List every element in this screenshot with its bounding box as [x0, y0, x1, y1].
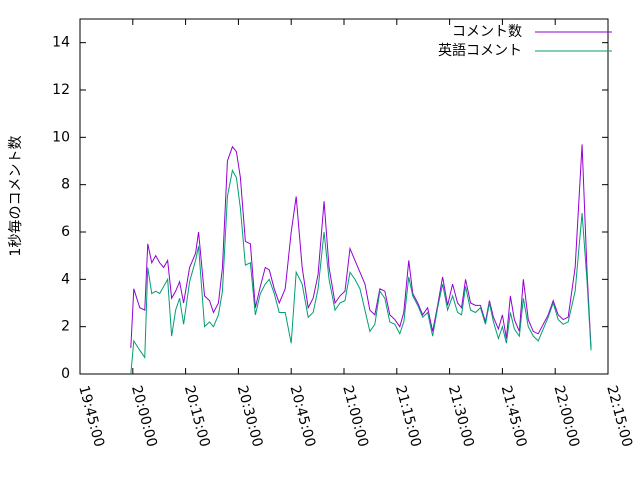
x-tick-label: 20:30:00 [234, 384, 266, 449]
x-tick-label: 19:45:00 [75, 384, 107, 449]
y-tick-label: 14 [52, 35, 70, 51]
x-tick-label: 21:15:00 [392, 384, 424, 449]
series-line [130, 144, 592, 348]
y-tick-label: 10 [52, 129, 70, 145]
y-tick-label: 8 [61, 177, 70, 193]
x-tick-label: 21:00:00 [339, 384, 371, 449]
y-tick-label: 12 [52, 82, 70, 98]
x-tick-label: 21:30:00 [445, 384, 477, 449]
y-tick-label: 2 [61, 319, 70, 335]
y-axis-label: 1秒毎のコメント数 [8, 136, 24, 257]
y-tick-label: 6 [61, 224, 70, 240]
x-tick-label: 20:45:00 [286, 384, 318, 449]
x-tick-label: 22:15:00 [603, 384, 635, 449]
series-line [130, 169, 592, 375]
y-tick-label: 0 [61, 366, 70, 382]
x-tick-label: 20:00:00 [128, 384, 160, 449]
y-tick-label: 4 [61, 271, 70, 287]
x-tick-label: 22:00:00 [550, 384, 582, 449]
legend-label: コメント数 [452, 24, 522, 40]
x-tick-label: 21:45:00 [498, 384, 530, 449]
legend-label: 英語コメント [438, 42, 522, 59]
x-tick-label: 20:15:00 [181, 384, 213, 449]
